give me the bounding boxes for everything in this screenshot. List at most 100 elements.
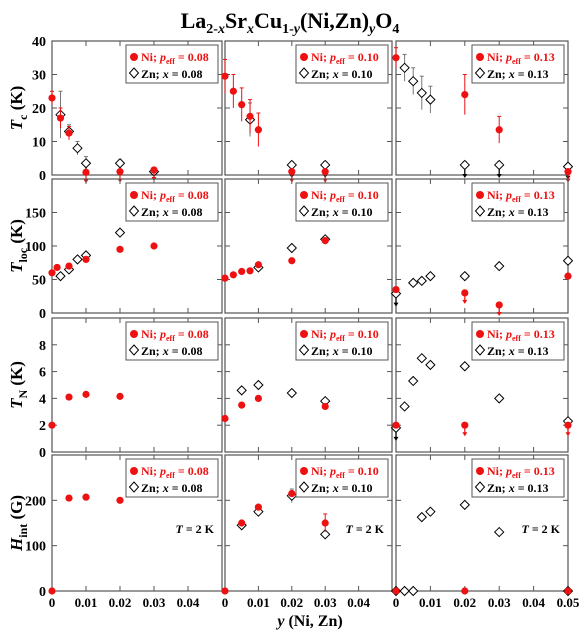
legend-ni-label: Ni; peff = 0.10: [311, 50, 379, 66]
legend-box: [125, 458, 219, 498]
legend-ni-marker: [476, 191, 484, 199]
legend-box: [471, 321, 565, 361]
legend-zn-marker: [474, 344, 486, 356]
ni-point: [56, 114, 65, 122]
zn-arrowhead: [462, 173, 468, 178]
legend-zn-label: Zn; x = 0.08: [141, 205, 203, 219]
zn-point: [114, 158, 126, 169]
x-tick-label: 0.03: [488, 595, 511, 610]
ni-point: [246, 267, 254, 275]
ni-point: [321, 168, 329, 176]
legend-zn-marker: [474, 205, 486, 217]
ni-point: [116, 496, 124, 504]
panel-frame: [51, 317, 223, 453]
panel-frame: [395, 454, 569, 592]
legend-zn-marker: [474, 67, 486, 79]
ni-point: [392, 54, 400, 62]
y-tick-label: 30: [32, 69, 46, 84]
legend-zn-marker: [474, 481, 486, 493]
ni-point: [288, 168, 296, 176]
ni-point: [150, 242, 158, 250]
zn-point: [416, 511, 428, 523]
x-axis-label: y (Ni, Zn): [275, 613, 342, 630]
zn-point: [459, 159, 471, 171]
ni-point: [392, 421, 400, 429]
zn-point: [236, 385, 247, 396]
y-tick-label: 0: [39, 169, 46, 184]
zn-point: [55, 270, 66, 282]
x-tick-label: 0.03: [143, 595, 166, 610]
legend-zn-label: Zn; x = 0.10: [311, 344, 373, 358]
temperature-note: T = 2 K: [521, 522, 560, 536]
zn-point: [72, 254, 83, 265]
ni-point: [221, 587, 229, 595]
legend-box: [125, 182, 219, 222]
ni-arrowhead: [462, 432, 468, 437]
y-tick-label: 40: [32, 35, 46, 50]
zn-point: [416, 87, 428, 99]
ni-point: [65, 393, 73, 401]
legend-ni-label: Ni; peff = 0.10: [311, 188, 379, 204]
ni-point: [82, 168, 90, 176]
x-tick-label: 0.01: [419, 595, 442, 610]
x-tick-label: 0: [222, 595, 229, 610]
x-tick-label: 0.04: [347, 595, 370, 610]
panel-frame: [395, 317, 569, 453]
legend-zn-label: Zn; x = 0.08: [141, 67, 203, 81]
zn-point: [493, 526, 505, 538]
ni-point: [116, 168, 124, 176]
ni-point: [254, 126, 262, 134]
legend-ni-label: Ni; peff = 0.13: [487, 188, 555, 204]
ni-point: [461, 587, 469, 595]
ni-point: [116, 392, 124, 400]
legend-ni-label: Ni; peff = 0.08: [141, 464, 209, 480]
ni-point: [238, 101, 246, 109]
x-tick-label: 0.02: [280, 595, 303, 610]
zn-point: [425, 359, 436, 371]
legend-zn-label: Zn; x = 0.08: [141, 344, 203, 358]
legend-ni-label: Ni; peff = 0.08: [141, 327, 209, 343]
legend-ni-marker: [476, 467, 484, 475]
zn-point: [407, 277, 419, 289]
y-tick-label: 6: [39, 366, 46, 381]
ni-point: [461, 421, 469, 429]
ni-point: [82, 390, 90, 398]
zn-point: [416, 352, 428, 364]
legend-ni-label: Ni; peff = 0.13: [487, 464, 555, 480]
y-tick-label: 8: [39, 339, 46, 354]
ni-point: [495, 301, 503, 309]
ni-point: [116, 245, 124, 253]
zn-point: [80, 158, 92, 169]
zn-point: [319, 529, 331, 540]
legend-ni-marker: [300, 330, 308, 338]
zn-point: [253, 379, 264, 391]
ni-arrowhead: [496, 311, 502, 316]
zn-point: [416, 275, 428, 287]
legend-zn-marker: [298, 344, 310, 356]
zn-arrowhead: [496, 173, 502, 178]
legend-zn-label: Zn; x = 0.13: [487, 67, 549, 81]
x-tick-label: 0.01: [75, 595, 98, 610]
ni-point: [65, 129, 73, 137]
zn-point: [493, 393, 505, 404]
ni-point: [564, 168, 572, 176]
legend-ni-label: Ni; peff = 0.13: [487, 50, 555, 66]
legend-zn-marker: [128, 67, 140, 79]
zn-point: [562, 255, 574, 266]
y-tick-label: 50: [32, 274, 46, 289]
panel-frame: [224, 454, 393, 592]
x-tick-label: 0.04: [522, 595, 545, 610]
ni-point: [82, 255, 90, 263]
x-tick-label: 0: [49, 595, 56, 610]
legend-ni-marker: [476, 330, 484, 338]
x-tick-label: 0.03: [314, 595, 337, 610]
ni-point: [150, 166, 158, 174]
zn-point: [459, 270, 471, 282]
y-tick-label: 100: [25, 540, 46, 555]
